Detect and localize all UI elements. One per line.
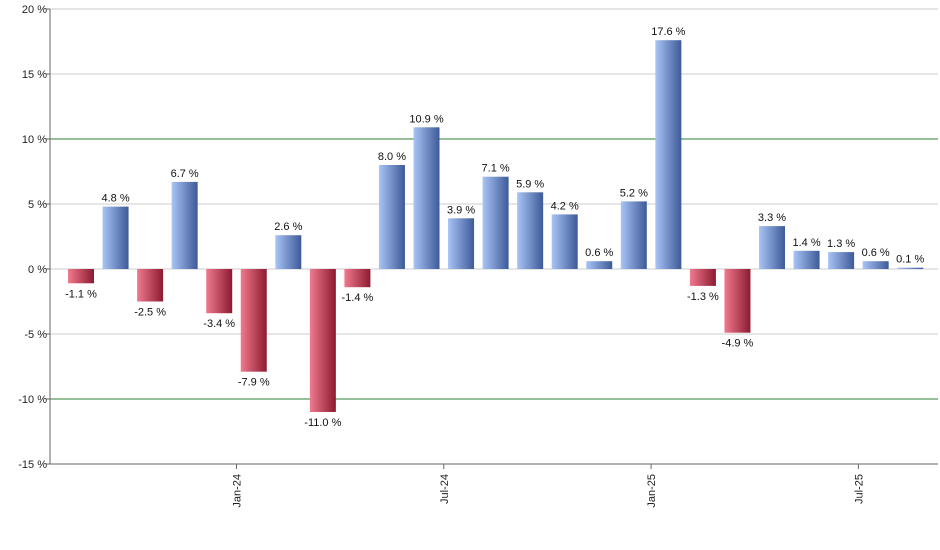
bar bbox=[482, 176, 509, 269]
bar bbox=[206, 269, 233, 314]
bar bbox=[828, 252, 855, 269]
bar bbox=[551, 214, 578, 269]
bar-value-label: 0.1 % bbox=[896, 254, 924, 266]
bar bbox=[724, 269, 751, 333]
bar-value-label: 5.2 % bbox=[620, 187, 648, 199]
y-tick-label: 0 % bbox=[28, 264, 47, 276]
bar bbox=[137, 269, 164, 302]
x-axis-tick-labels: Jan-24 Jul-24 Jan-25 Jul-25 bbox=[231, 464, 865, 508]
y-tick-label: 20 % bbox=[22, 4, 47, 16]
plot-frame bbox=[49, 9, 938, 465]
x-tick-label: Jan-25 bbox=[646, 474, 658, 508]
bar-value-label: 7.1 % bbox=[482, 163, 510, 175]
bar-value-label: 6.7 % bbox=[171, 168, 199, 180]
bar bbox=[171, 181, 198, 269]
bar-value-label: -7.9 % bbox=[238, 377, 270, 389]
y-tick-label: 10 % bbox=[22, 134, 47, 146]
bar-value-label: 3.9 % bbox=[447, 204, 475, 216]
bar-value-label: -1.1 % bbox=[65, 288, 97, 300]
bar-value-label: 10.9 % bbox=[409, 113, 443, 125]
bar-value-label: -1.3 % bbox=[687, 291, 719, 303]
bar bbox=[862, 261, 889, 269]
bar bbox=[689, 269, 716, 286]
y-tick-label: -10 % bbox=[18, 394, 47, 406]
bar-value-label: -4.9 % bbox=[722, 338, 754, 350]
bar bbox=[344, 269, 371, 288]
x-tick-label: Jul-25 bbox=[853, 474, 865, 504]
x-tick-label: Jan-24 bbox=[231, 474, 243, 508]
bar bbox=[275, 235, 302, 269]
bar-value-label: 4.8 % bbox=[101, 193, 129, 205]
bar bbox=[620, 201, 647, 269]
bar bbox=[448, 218, 475, 269]
y-tick-label: -15 % bbox=[18, 459, 47, 471]
bar bbox=[413, 127, 440, 269]
bar-value-label: 3.3 % bbox=[758, 212, 786, 224]
y-tick-label: 5 % bbox=[28, 199, 47, 211]
bar-value-label: 8.0 % bbox=[378, 151, 406, 163]
bar-value-label: 1.4 % bbox=[792, 237, 820, 249]
y-tick-label: -5 % bbox=[24, 329, 47, 341]
y-axis-tick-labels: 20 % 15 % 10 % 5 % 0 % -5 % -10 % -15 % bbox=[18, 4, 47, 471]
bar-value-label: 5.9 % bbox=[516, 178, 544, 190]
bar bbox=[309, 269, 336, 412]
bar bbox=[655, 40, 682, 270]
bar-value-label: 4.2 % bbox=[551, 200, 579, 212]
bar-value-label: -11.0 % bbox=[304, 417, 341, 429]
bar bbox=[102, 206, 129, 269]
bar-value-label: -2.5 % bbox=[134, 307, 166, 319]
bar-value-label: 2.6 % bbox=[274, 221, 302, 233]
bar-value-label: 1.3 % bbox=[827, 238, 855, 250]
bar bbox=[586, 261, 613, 269]
x-tick-label: Jul-24 bbox=[439, 474, 451, 504]
bar-value-label: 17.6 % bbox=[651, 26, 685, 38]
bar-value-label: -3.4 % bbox=[203, 318, 235, 330]
bar bbox=[759, 226, 785, 269]
bar bbox=[793, 250, 820, 269]
bar bbox=[240, 269, 267, 372]
y-tick-label: 15 % bbox=[22, 69, 47, 81]
bar-value-label: -1.4 % bbox=[342, 292, 374, 304]
bar bbox=[68, 269, 94, 284]
bars bbox=[68, 40, 924, 412]
bar bbox=[517, 192, 544, 269]
bar-value-label: 0.6 % bbox=[585, 247, 613, 259]
bar-value-labels: -1.1 % 4.8 % -2.5 % 6.7 % -3.4 % -7.9 % 2.6 % -… bbox=[65, 26, 924, 429]
bar-value-label: 0.6 % bbox=[862, 247, 890, 259]
bar bbox=[378, 165, 405, 269]
bar bbox=[897, 267, 924, 269]
